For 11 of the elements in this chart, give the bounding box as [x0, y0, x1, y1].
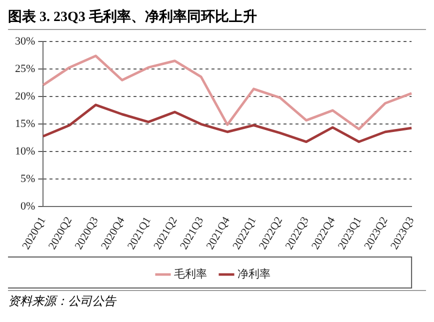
legend-label: 净利率: [238, 267, 270, 280]
y-tick-label: 10%: [14, 146, 36, 158]
y-tick-label: 25%: [14, 63, 36, 76]
y-tick-label: 5%: [20, 173, 36, 186]
y-tick-label: 15%: [14, 118, 36, 130]
y-tick-label: 20%: [14, 90, 36, 103]
legend-label: 毛利率: [174, 267, 207, 280]
y-tick-label: 30%: [14, 35, 36, 48]
text: 资料来源：公司公告: [8, 290, 426, 310]
y-tick-label: 0%: [20, 200, 36, 213]
chart-title: 图表 3. 23Q3 毛利率、净利率同环比上升: [8, 8, 426, 30]
